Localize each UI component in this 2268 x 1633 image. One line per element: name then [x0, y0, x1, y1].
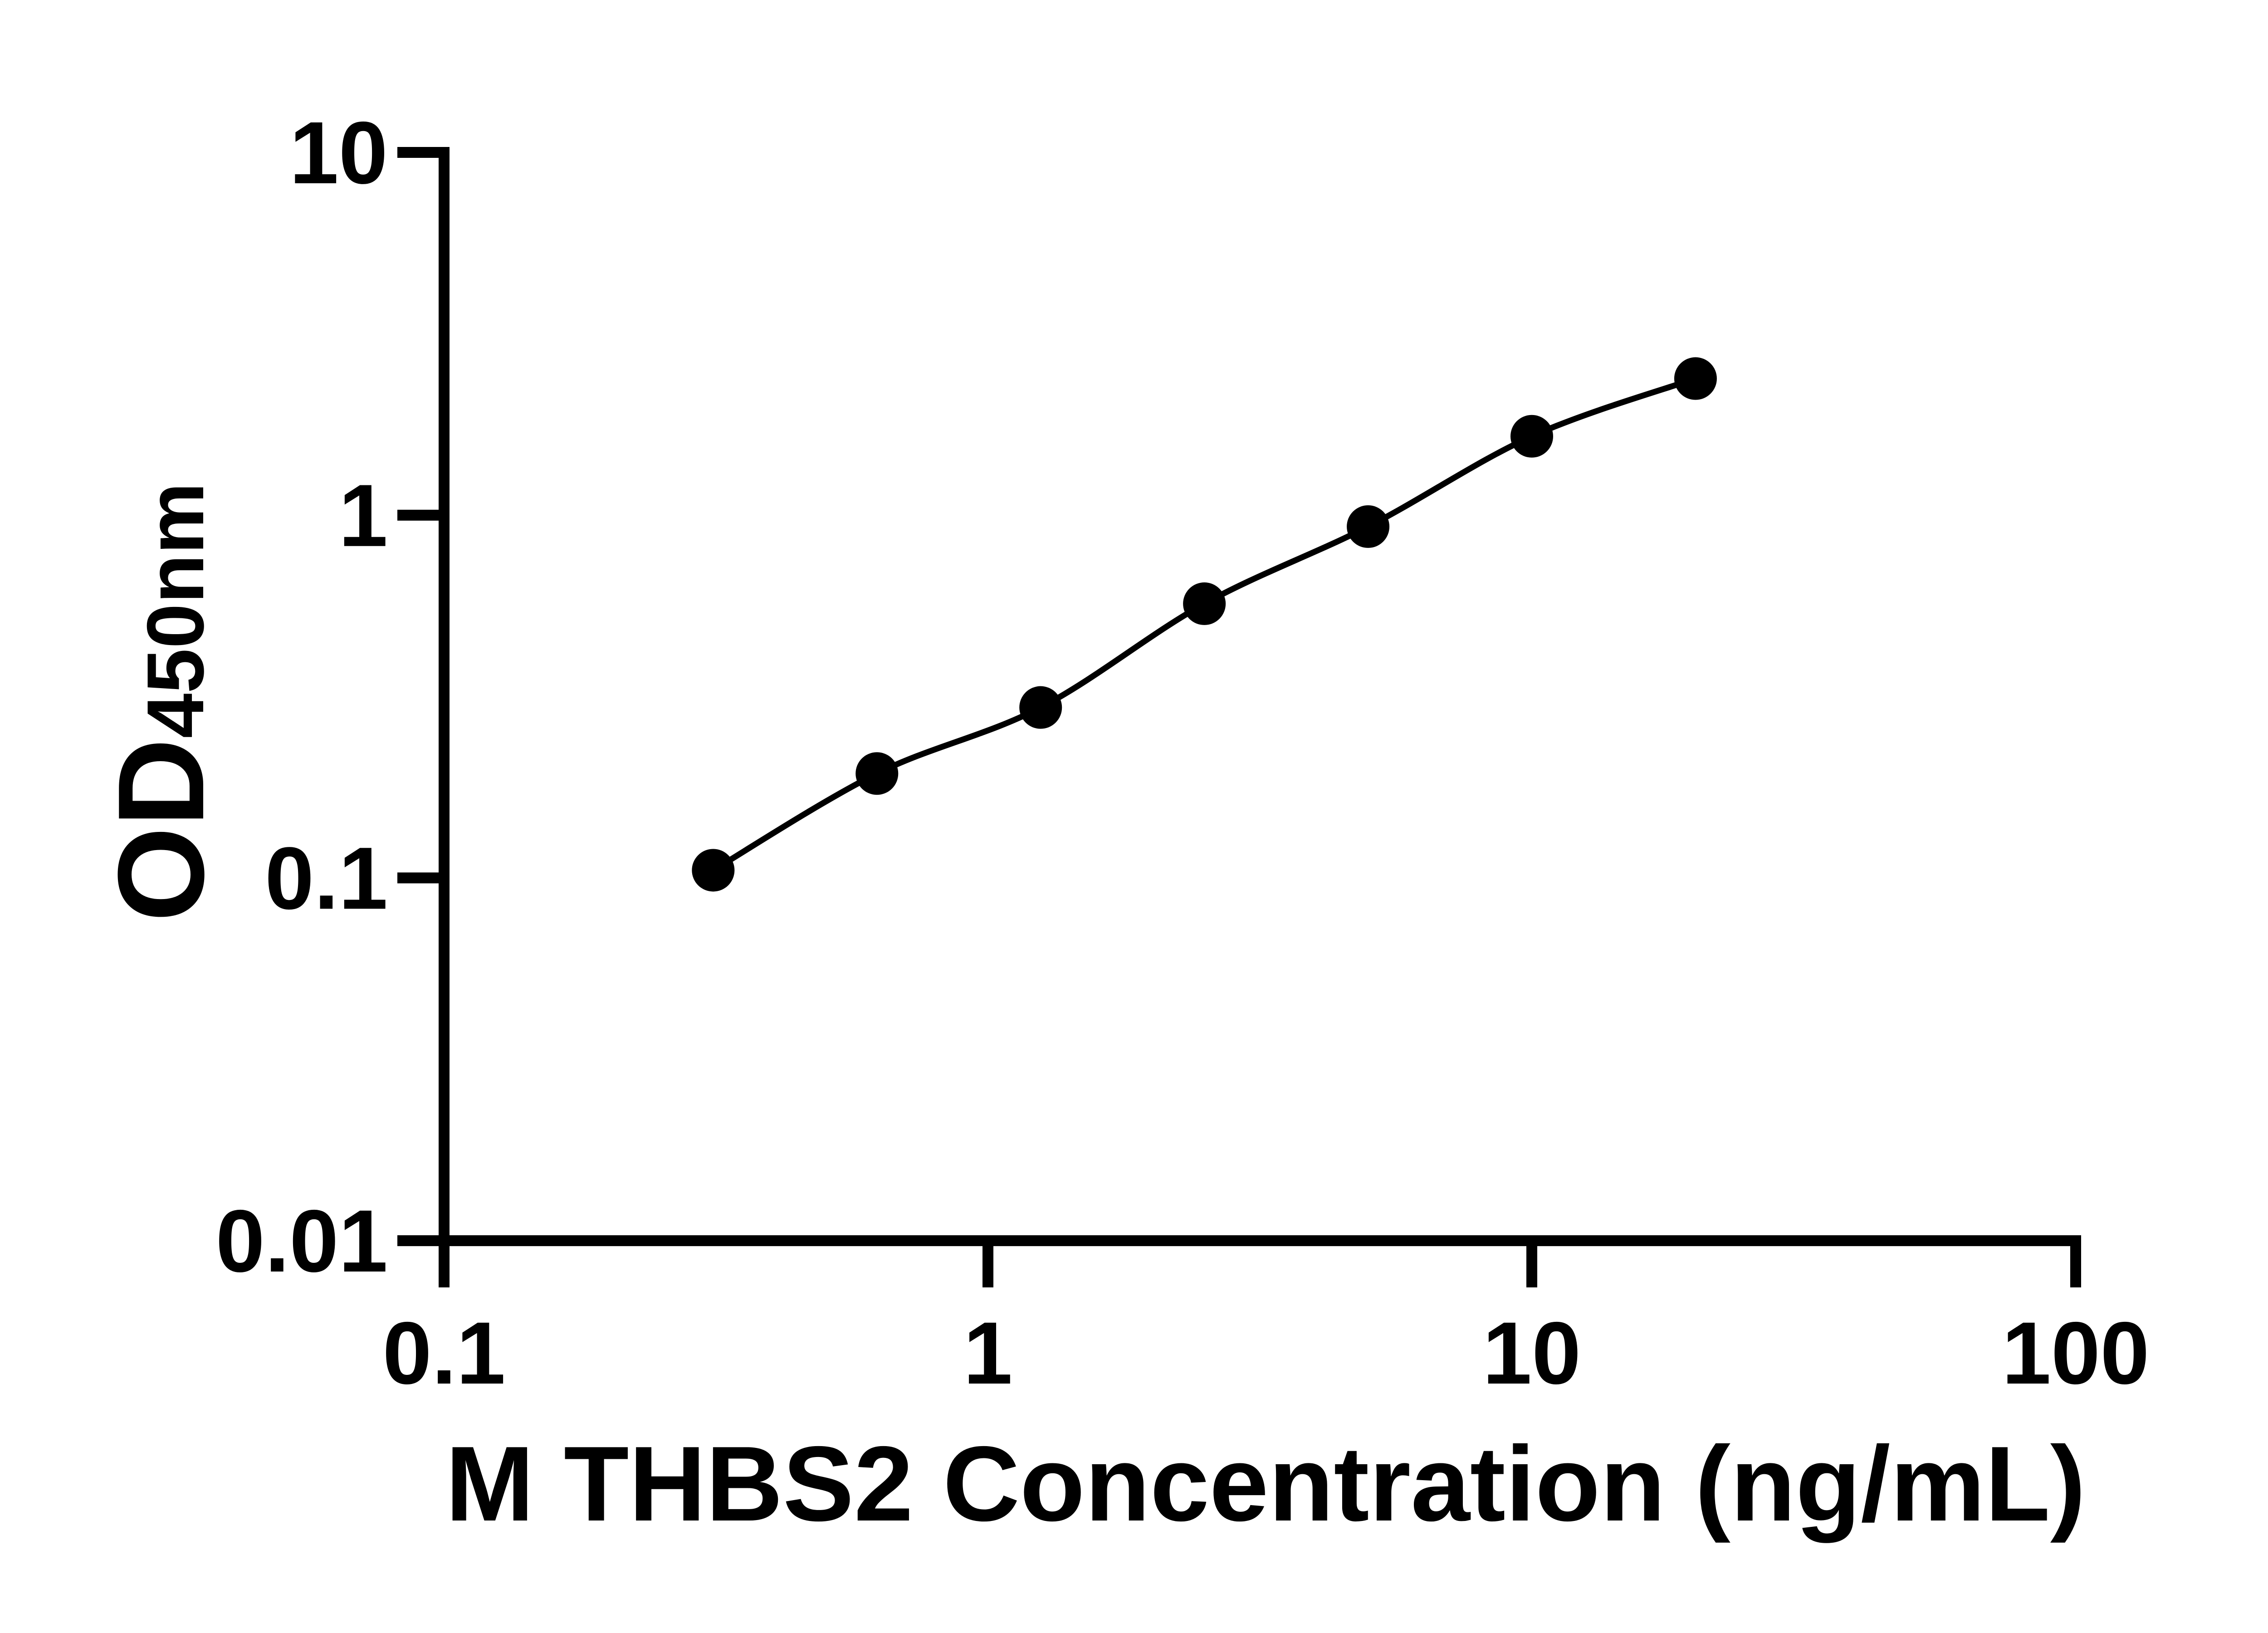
data-point	[1019, 686, 1062, 729]
data-point	[1510, 415, 1553, 458]
y-tick-label: 1	[339, 466, 388, 565]
y-tick-label: 10	[289, 103, 388, 202]
data-point	[1347, 505, 1390, 548]
x-tick-label: 1	[963, 1304, 1012, 1403]
data-point	[1183, 582, 1226, 625]
data-points	[692, 357, 1717, 892]
data-point	[1674, 357, 1717, 400]
x-tick-label: 0.1	[382, 1304, 505, 1403]
y-axis-title-sub: 450nm	[130, 483, 220, 738]
y-tick-label: 0.1	[265, 829, 388, 928]
data-point	[855, 752, 899, 795]
y-axis-title-main: OD	[93, 738, 230, 922]
axis-ticks	[397, 147, 2081, 1288]
axis-tick-labels: 0.1 1 10 100 10 1 0.1 0.01	[215, 103, 2149, 1403]
y-tick-label: 0.01	[215, 1192, 388, 1291]
x-axis-title: M THBS2 Concentration (ng/mL)	[445, 1424, 2086, 1543]
y-axis-title: OD450nm	[93, 483, 230, 922]
x-tick-label: 100	[2002, 1304, 2149, 1403]
axes	[439, 147, 2081, 1247]
data-point	[692, 849, 735, 892]
x-tick-label: 10	[1483, 1304, 1581, 1403]
